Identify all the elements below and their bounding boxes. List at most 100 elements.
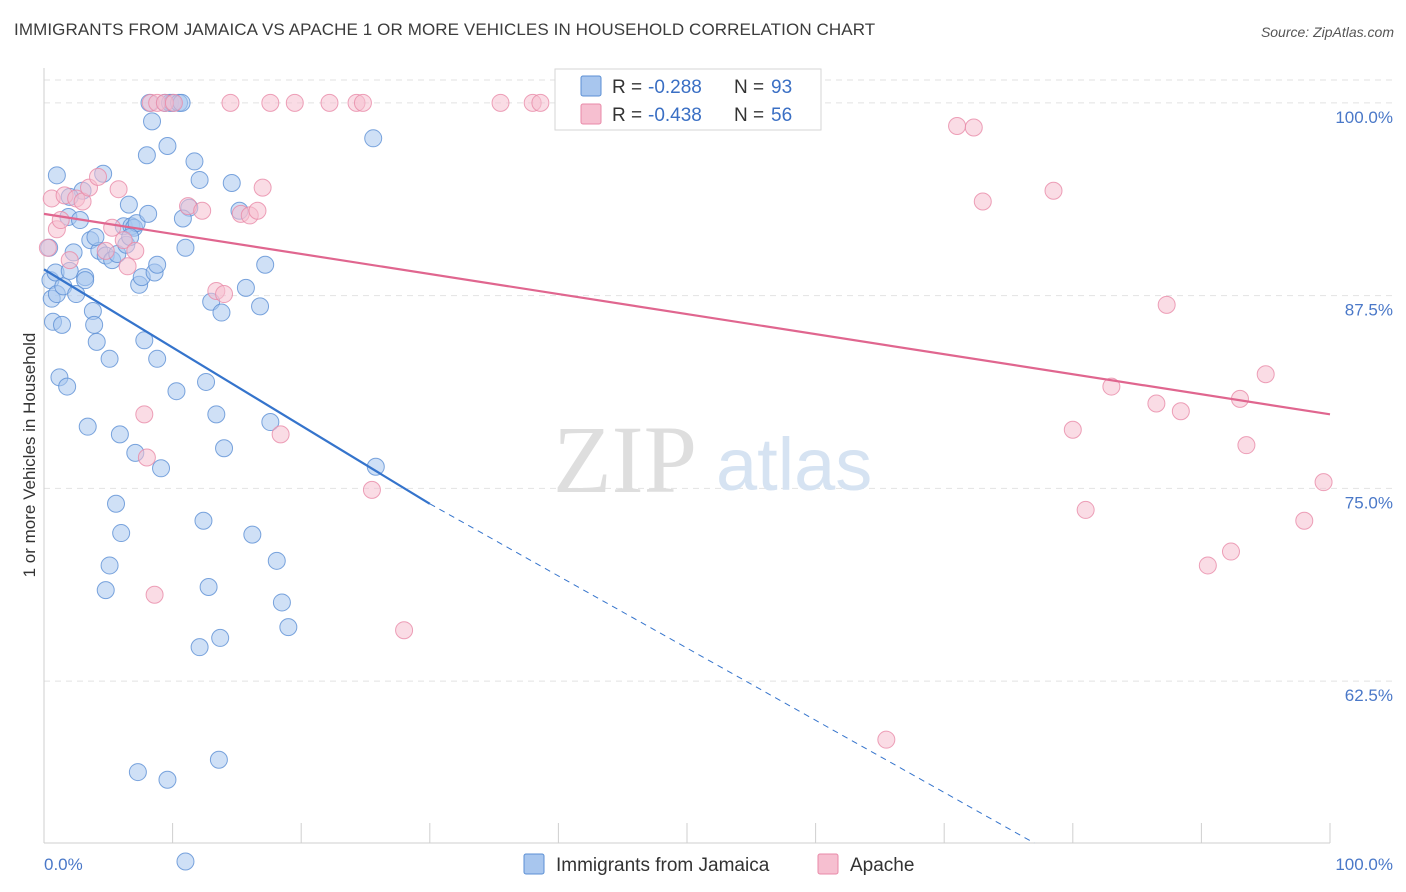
legend-n-value-blue: 93 xyxy=(771,77,792,98)
data-point-blue xyxy=(256,255,275,274)
data-point-blue xyxy=(148,349,167,368)
data-point-pink xyxy=(1157,295,1176,314)
data-point-pink xyxy=(1076,500,1095,519)
data-points xyxy=(38,93,1333,871)
data-point-blue xyxy=(128,763,147,782)
data-point-pink xyxy=(137,448,156,467)
data-point-pink xyxy=(271,425,290,444)
data-point-blue xyxy=(152,459,171,478)
data-point-pink xyxy=(285,93,304,112)
legend-r-value-blue: -0.288 xyxy=(648,77,702,98)
data-point-blue xyxy=(100,556,119,575)
data-point-blue xyxy=(190,170,209,189)
data-point-pink xyxy=(109,180,128,199)
trend-line-blue xyxy=(43,268,431,505)
data-point-blue xyxy=(364,129,383,148)
data-point-blue xyxy=(212,303,231,322)
series-legend-swatch-pink xyxy=(817,853,839,875)
data-point-blue xyxy=(107,494,126,513)
data-point-pink xyxy=(395,621,414,640)
data-point-blue xyxy=(199,578,218,597)
data-point-blue xyxy=(143,112,162,131)
legend-n-label-pink: N = xyxy=(734,105,764,126)
y-tick-label: 87.5% xyxy=(1345,301,1393,320)
data-point-blue xyxy=(211,628,230,647)
data-point-blue xyxy=(243,525,262,544)
data-point-pink xyxy=(118,257,137,276)
data-point-pink xyxy=(531,93,550,112)
data-point-blue xyxy=(251,297,270,316)
data-point-pink xyxy=(1044,181,1063,200)
data-point-blue xyxy=(176,852,195,871)
data-point-blue xyxy=(158,137,177,156)
data-point-blue xyxy=(167,382,186,401)
data-point-blue xyxy=(137,146,156,165)
data-point-pink xyxy=(362,480,381,499)
data-point-blue xyxy=(222,174,241,193)
data-point-pink xyxy=(248,201,267,220)
data-point-pink xyxy=(114,231,133,250)
data-point-pink xyxy=(1256,365,1275,384)
data-point-blue xyxy=(236,278,255,297)
legend-n-value-pink: 56 xyxy=(771,105,792,126)
data-point-pink xyxy=(89,167,108,186)
legend-r-label-pink: R = xyxy=(612,105,642,126)
grid xyxy=(44,79,1392,682)
y-axis-label: 1 or more Vehicles in Household xyxy=(20,333,39,578)
data-point-blue xyxy=(176,238,195,257)
x-tick-label-min: 0.0% xyxy=(44,855,83,874)
trend-lines xyxy=(43,212,1331,844)
data-point-pink xyxy=(1237,436,1256,455)
x-tick-label-max: 100.0% xyxy=(1335,855,1393,874)
data-point-blue xyxy=(158,770,177,789)
data-point-pink xyxy=(145,585,164,604)
data-point-pink xyxy=(1147,394,1166,413)
data-point-blue xyxy=(112,524,131,543)
data-point-pink xyxy=(60,251,79,270)
data-point-blue xyxy=(100,349,119,368)
watermark-zip: ZIP xyxy=(553,406,697,513)
watermark: ZIP atlas xyxy=(553,406,872,513)
y-tick-label: 100.0% xyxy=(1335,108,1393,127)
series-legend: Immigrants from Jamaica Apache xyxy=(523,853,914,876)
data-point-pink xyxy=(1198,556,1217,575)
data-point-blue xyxy=(148,255,167,274)
data-point-pink xyxy=(164,93,183,112)
data-point-pink xyxy=(1102,377,1121,396)
data-point-pink xyxy=(51,211,70,230)
legend-r-label-blue: R = xyxy=(612,77,642,98)
data-point-blue xyxy=(209,750,228,769)
data-point-blue xyxy=(58,377,77,396)
legend-r-value-pink: -0.438 xyxy=(648,105,702,126)
data-point-pink xyxy=(38,238,57,257)
data-point-pink xyxy=(221,93,240,112)
data-point-pink xyxy=(973,192,992,211)
data-point-blue xyxy=(86,227,105,246)
data-point-pink xyxy=(964,118,983,137)
legend-swatch-pink xyxy=(580,103,602,125)
data-point-pink xyxy=(126,241,145,260)
data-point-blue xyxy=(267,551,286,570)
data-point-blue xyxy=(96,581,115,600)
data-point-blue xyxy=(47,166,66,185)
data-point-pink xyxy=(1295,511,1314,530)
data-point-blue xyxy=(119,195,138,214)
data-point-pink xyxy=(261,93,280,112)
data-point-pink xyxy=(1221,542,1240,561)
series-legend-swatch-blue xyxy=(523,853,545,875)
data-point-blue xyxy=(53,315,72,334)
trend-line-pink xyxy=(43,212,1331,416)
data-point-blue xyxy=(76,271,95,290)
data-point-blue xyxy=(261,413,280,432)
data-point-pink xyxy=(948,116,967,135)
series-legend-label-pink: Apache xyxy=(850,855,914,876)
data-point-blue xyxy=(194,511,213,530)
data-point-pink xyxy=(215,285,234,304)
data-point-blue xyxy=(190,638,209,657)
data-point-pink xyxy=(96,241,115,260)
data-point-pink xyxy=(1171,402,1190,421)
data-point-pink xyxy=(491,93,510,112)
data-point-blue xyxy=(85,315,104,334)
y-tick-label: 62.5% xyxy=(1345,686,1393,705)
